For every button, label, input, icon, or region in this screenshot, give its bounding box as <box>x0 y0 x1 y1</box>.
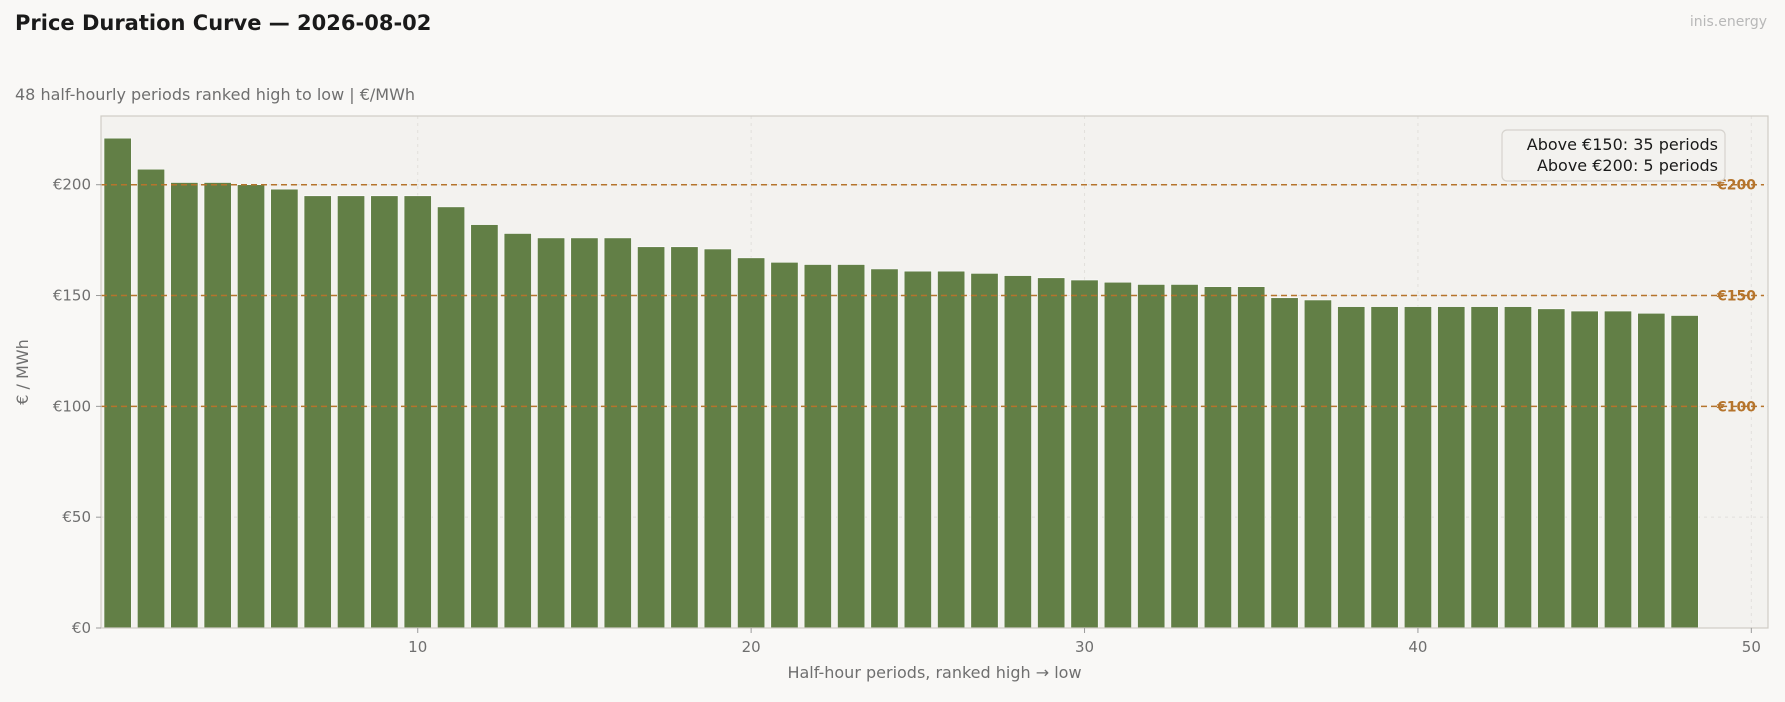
legend-line: Above €150: 35 periods <box>1527 135 1718 154</box>
bar <box>437 206 466 629</box>
bar <box>1003 275 1032 629</box>
bar <box>1537 308 1566 629</box>
bar <box>170 182 199 629</box>
bar <box>1237 286 1266 629</box>
y-tick-label: €50 <box>62 508 91 526</box>
bar <box>1370 306 1399 629</box>
bar <box>570 237 599 629</box>
x-tick-label: 40 <box>1408 638 1427 656</box>
y-tick-label: €150 <box>53 287 91 305</box>
chart-title: Price Duration Curve — 2026-08-02 <box>15 11 432 35</box>
bar <box>803 264 832 629</box>
bar <box>1503 306 1532 629</box>
bar <box>137 168 165 629</box>
x-tick-label: 30 <box>1075 638 1094 656</box>
bar <box>1337 306 1366 629</box>
reference-label: €150 <box>1716 289 1756 305</box>
bar <box>1103 281 1132 629</box>
bar <box>1570 310 1599 629</box>
legend-box <box>1501 129 1726 182</box>
bar <box>970 273 999 629</box>
x-tick-label: 10 <box>408 638 427 656</box>
bar <box>1303 299 1332 629</box>
bar <box>1170 284 1199 629</box>
bar <box>1037 277 1066 629</box>
bar <box>1604 310 1632 629</box>
bar <box>103 137 132 629</box>
bar <box>1437 306 1466 629</box>
bar <box>1403 306 1432 629</box>
bar <box>203 182 232 629</box>
x-tick-label: 50 <box>1742 638 1761 656</box>
bar <box>1270 297 1299 629</box>
bar <box>937 270 966 629</box>
reference-label: €200 <box>1716 178 1756 194</box>
bar <box>703 248 732 629</box>
bar <box>637 246 666 629</box>
bar <box>503 233 532 629</box>
bar <box>403 195 432 629</box>
legend-line: Above €200: 5 periods <box>1537 156 1718 175</box>
chart-subtitle: 48 half-hourly periods ranked high to lo… <box>15 85 416 104</box>
y-tick-label: €0 <box>72 619 91 637</box>
bar <box>770 261 799 629</box>
bar <box>903 270 932 629</box>
plot-frame <box>100 115 1769 629</box>
bar <box>1203 286 1232 629</box>
bar <box>537 237 566 629</box>
y-tick-label: €200 <box>53 176 91 194</box>
x-tick-label: 20 <box>742 638 761 656</box>
y-axis-label: € / MWh <box>13 339 32 405</box>
bar <box>303 195 332 629</box>
bar <box>670 246 699 629</box>
y-tick-label: €100 <box>53 397 91 415</box>
bar <box>370 195 399 629</box>
bar <box>1637 312 1666 629</box>
bar <box>270 188 299 629</box>
bar <box>870 268 899 629</box>
bar <box>603 237 632 629</box>
x-axis-label: Half-hour periods, ranked high → low <box>787 663 1081 682</box>
bar <box>1137 284 1166 629</box>
reference-label: €100 <box>1716 399 1756 415</box>
bar <box>470 224 499 629</box>
legend: Above €150: 35 periods Above €200: 5 peri… <box>1501 129 1726 182</box>
bar <box>337 195 366 629</box>
bar <box>737 257 766 629</box>
bar <box>1670 315 1699 629</box>
bar <box>1470 306 1499 629</box>
bar <box>1070 279 1099 629</box>
watermark: inis.energy <box>1689 14 1767 30</box>
bar <box>837 264 866 629</box>
